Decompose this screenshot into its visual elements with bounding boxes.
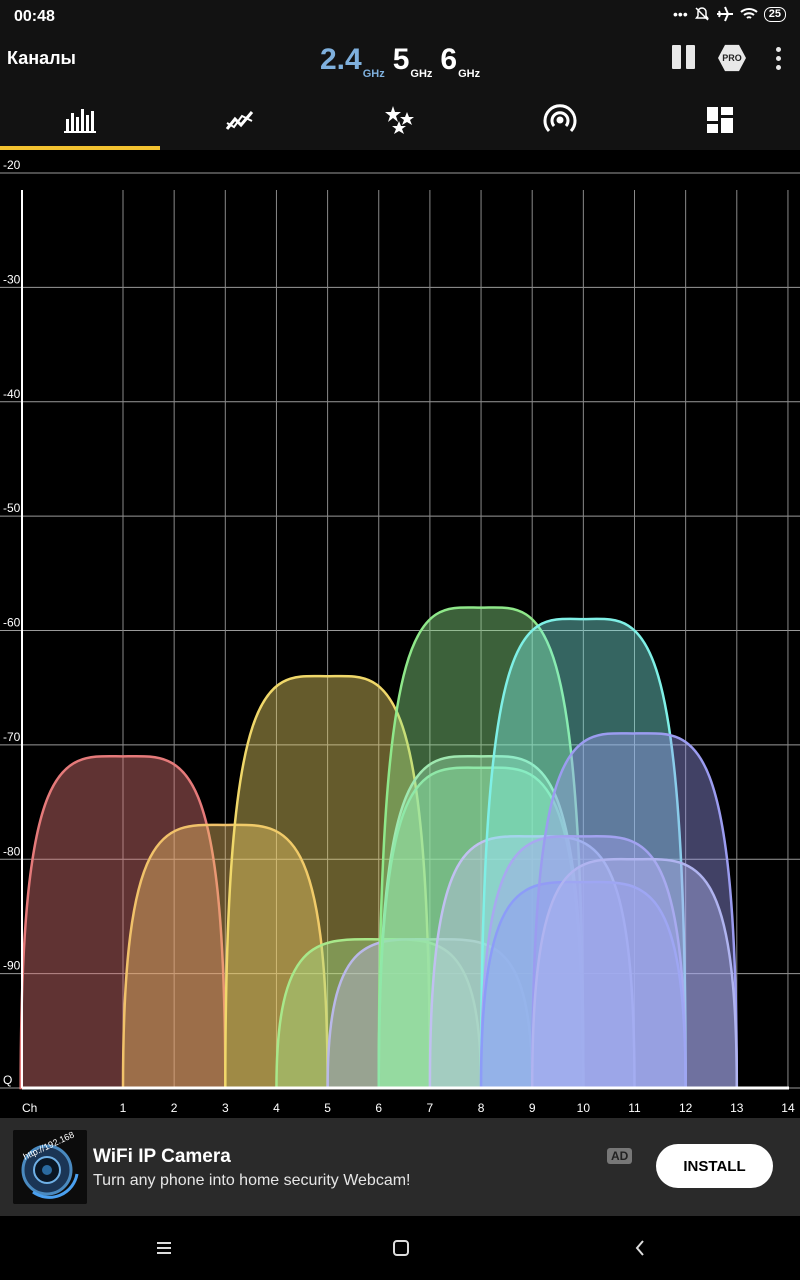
y-tick-label: -40 (3, 387, 21, 401)
signal-area-channel-11 (530, 732, 739, 1090)
signal-area-channel-3 (121, 823, 329, 1090)
pause-icon-bar (671, 45, 681, 69)
tab-dashboard[interactable] (640, 90, 800, 150)
ad-badge: AD (607, 1148, 633, 1164)
band-selector: 2.4 GHz 5 GHz 6 GHz (320, 43, 480, 81)
stars-icon (385, 106, 414, 134)
x-tick-label: 14 (781, 1101, 795, 1115)
band-unit: GHz (458, 68, 481, 80)
home-button[interactable] (386, 1236, 416, 1260)
y-tick-label: -90 (3, 959, 21, 973)
signal-area-channel-10 (479, 617, 687, 1090)
status-time: 00:48 (14, 8, 55, 25)
pause-button[interactable] (670, 45, 696, 71)
x-tick-label: 5 (324, 1101, 331, 1115)
signal-area-channel-11 (530, 857, 739, 1090)
dot (775, 55, 781, 61)
system-nav-bar (0, 1216, 800, 1280)
signal-area-channel-1 (19, 754, 227, 1090)
line-graph-icon (225, 111, 254, 130)
band-6ghz[interactable]: 6 GHz (440, 43, 480, 81)
install-button[interactable]: INSTALL (656, 1144, 773, 1188)
pause-icon-bar (685, 45, 695, 69)
dot (775, 64, 781, 70)
y-tick-label: -60 (3, 616, 21, 630)
x-tick-label: 7 (427, 1101, 434, 1115)
tab-access-points[interactable] (480, 90, 640, 150)
band-value: 5 (392, 43, 410, 76)
dashboard-icon (707, 107, 733, 133)
x-tick-label: 8 (478, 1101, 485, 1115)
y-tick-label: -20 (3, 158, 21, 172)
camera-icon: http://192.168 (13, 1130, 87, 1204)
band-5ghz[interactable]: 5 GHz (392, 43, 433, 81)
x-tick-label: 6 (375, 1101, 382, 1115)
tab-time-graph[interactable] (160, 90, 320, 150)
menu-icon (157, 1242, 171, 1254)
tab-channel-graph[interactable] (0, 90, 160, 150)
app-bar-actions: PRO (670, 44, 788, 72)
x-tick-label: 2 (171, 1101, 178, 1115)
tab-rating[interactable] (320, 90, 480, 150)
status-bar: 00:48 ••• 25 (0, 0, 800, 36)
x-tick-label: 12 (679, 1101, 693, 1115)
band-unit: GHz (362, 68, 385, 80)
x-tick-label: 4 (273, 1101, 280, 1115)
ad-title[interactable]: WiFi IP Camera (93, 1146, 231, 1167)
x-tick-label: 10 (577, 1101, 591, 1115)
band-unit: GHz (410, 68, 433, 80)
x-tick-label: 1 (120, 1101, 127, 1115)
x-tick-label: 13 (730, 1101, 744, 1115)
ad-app-icon[interactable]: http://192.168 (13, 1130, 87, 1204)
signal-area-channel-8 (377, 606, 585, 1090)
ad-description[interactable]: Turn any phone into home security Webcam… (93, 1172, 411, 1189)
y-tick-label: -50 (3, 501, 21, 515)
y-tick-label: Q (3, 1073, 12, 1087)
app-bar: Каналы 2.4 GHz 5 GHz 6 GHz PRO (0, 36, 800, 90)
pro-badge-button[interactable]: PRO (718, 44, 746, 72)
home-square-icon (393, 1240, 409, 1256)
airplane-icon (716, 6, 733, 22)
access-point-icon (543, 104, 577, 133)
y-tick-label: -70 (3, 730, 21, 744)
bar-chart-icon (64, 109, 96, 133)
x-tick-label: 11 (628, 1101, 641, 1115)
recent-apps-button[interactable] (149, 1236, 179, 1260)
channel-graph: -20 -30 -40 -50 -60 -70 -80 -90 Q Ch 1 2 3 4 5 6 7 8 9 10 11… (0, 150, 800, 1118)
ad-banner[interactable]: http://192.168 WiFi IP Camera Turn any p… (0, 1118, 800, 1216)
tab-bar (0, 90, 800, 150)
bell-off-icon (694, 7, 709, 21)
wifi-icon (740, 8, 758, 19)
status-icons: ••• 25 (673, 6, 786, 22)
back-button[interactable] (625, 1236, 655, 1260)
x-tick-label: 3 (222, 1101, 229, 1115)
page-title: Каналы (7, 48, 76, 68)
y-tick-label: -30 (3, 272, 21, 286)
band-value: 2.4 (320, 43, 362, 76)
more-options-button[interactable] (768, 46, 788, 70)
dot (775, 46, 781, 52)
back-chevron-icon (635, 1240, 644, 1256)
battery-icon: 25 (763, 6, 786, 22)
band-2-4ghz[interactable]: 2.4 GHz (320, 43, 385, 81)
x-axis-label: Ch (22, 1101, 37, 1115)
more-notifications-icon: ••• (673, 6, 688, 22)
y-tick-label: -80 (3, 844, 21, 858)
band-value: 6 (440, 43, 458, 76)
x-tick-label: 9 (529, 1101, 536, 1115)
